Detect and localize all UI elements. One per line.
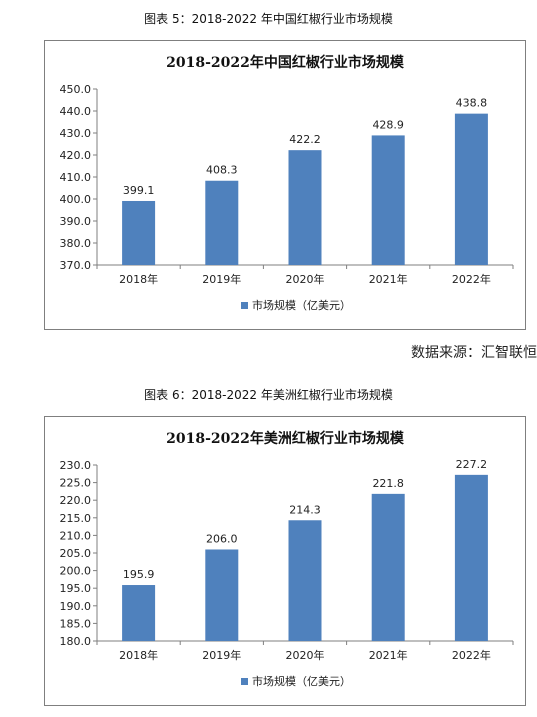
data-label: 438.8 [456,97,488,110]
data-label: 195.9 [123,568,155,581]
y-tick-label: 400.0 [60,193,92,206]
y-tick-label: 450.0 [60,83,92,96]
x-tick-label: 2020年 [286,272,325,286]
bar [122,585,156,641]
y-tick-label: 215.0 [60,512,92,525]
figure-caption-china: 图表 5：2018-2022 年中国红椒行业市场规模 [144,12,393,26]
data-label: 221.8 [372,477,404,490]
bar [205,180,239,265]
x-tick-label: 2022年 [452,272,491,286]
y-tick-label: 220.0 [60,494,92,507]
y-tick-label: 380.0 [60,237,92,250]
y-tick-label: 195.0 [60,582,92,595]
y-tick-label: 210.0 [60,529,92,542]
y-tick-label: 185.0 [60,617,92,630]
y-tick-label: 420.0 [60,149,92,162]
y-tick-label: 180.0 [60,635,92,648]
data-label: 428.9 [372,118,404,131]
x-tick-label: 2022年 [452,648,491,662]
x-tick-label: 2021年 [369,272,408,286]
chart-china: 2018-2022年中国红椒行业市场规模 370.0 380.0 390.0 400.0… [44,40,526,330]
x-tick-label: 2018年 [119,648,158,662]
bar [371,493,405,641]
legend-swatch [241,678,248,685]
y-tick-label: 200.0 [60,565,92,578]
bar [371,135,405,265]
bar [205,549,239,641]
source-note: 数据来源：汇智联恒 [411,345,537,361]
data-label: 408.3 [206,164,238,177]
legend-label: 市场规模（亿美元） [252,674,351,688]
figure-caption-americas: 图表 6：2018-2022 年美洲红椒行业市场规模 [144,388,393,402]
bar [288,150,322,265]
data-label: 206.0 [206,532,238,545]
data-label: 227.2 [456,458,488,471]
chart-china-svg: 2018-2022年中国红椒行业市场规模 370.0 380.0 390.0 400.0… [60,54,514,312]
y-tick-label: 230.0 [60,459,92,472]
data-label: 214.3 [289,503,321,516]
legend-label: 市场规模（亿美元） [252,298,351,312]
data-label: 422.2 [289,133,321,146]
chart-americas-svg: 2018-2022年美洲红椒行业市场规模 180.0 185.0 190.0 195.0… [60,430,514,688]
y-tick-label: 370.0 [60,259,92,272]
legend-swatch [241,302,248,309]
chart-americas: 2018-2022年美洲红椒行业市场规模 180.0 185.0 190.0 195.0… [44,416,526,706]
x-tick-label: 2019年 [202,648,241,662]
bar [454,474,488,641]
y-tick-label: 410.0 [60,171,92,184]
bar [454,113,488,265]
y-tick-label: 205.0 [60,547,92,560]
y-tick-label: 430.0 [60,127,92,140]
y-tick-label: 225.0 [60,477,92,490]
y-tick-label: 440.0 [60,105,92,118]
chart-title: 2018-2022年美洲红椒行业市场规模 [166,430,405,447]
x-tick-label: 2018年 [119,272,158,286]
x-tick-label: 2021年 [369,648,408,662]
x-tick-label: 2020年 [286,648,325,662]
chart-title: 2018-2022年中国红椒行业市场规模 [166,54,405,71]
bar [122,200,156,265]
x-tick-label: 2019年 [202,272,241,286]
bar [288,520,322,641]
data-label: 399.1 [123,184,155,197]
y-tick-label: 190.0 [60,600,92,613]
y-tick-label: 390.0 [60,215,92,228]
